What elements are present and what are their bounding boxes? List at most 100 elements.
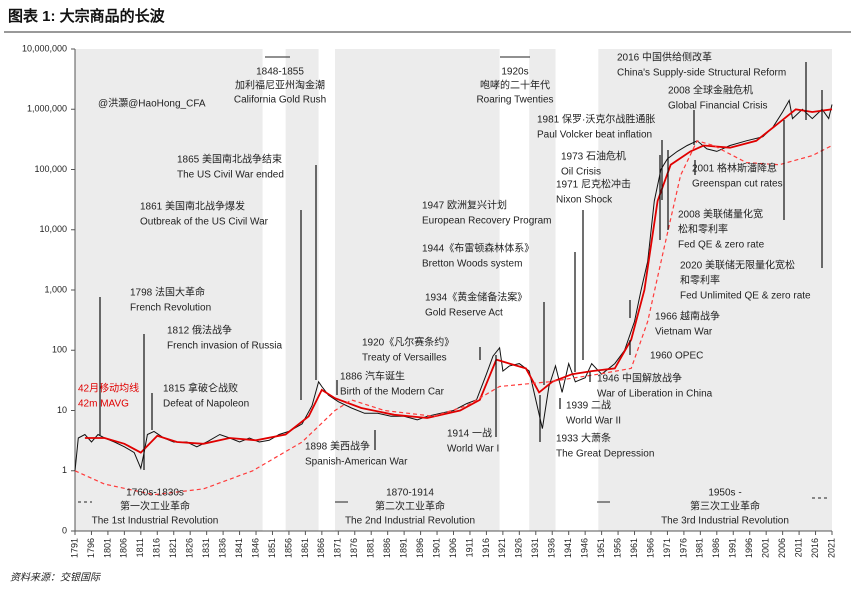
annotation: 1946 中国解放战争	[597, 372, 682, 385]
x-tick-label: 1806	[119, 538, 129, 558]
period-label: 咆哮的二十年代	[480, 79, 550, 92]
x-tick-label: 1871	[333, 538, 343, 558]
x-tick-label: 1841	[234, 538, 244, 558]
x-tick-label: 1921	[497, 538, 507, 558]
x-tick-label: 1896	[415, 538, 425, 558]
x-tick-label: 1791	[69, 538, 79, 558]
x-tick-label: 1796	[86, 538, 96, 558]
annotation: 1971 尼克松冲击	[556, 178, 631, 191]
annotation: 1920《凡尔赛条约》	[362, 336, 454, 349]
period-label: 第三次工业革命	[690, 500, 760, 513]
annotation: 1966 越南战争	[655, 310, 720, 323]
x-tick-label: 1966	[645, 538, 655, 558]
period-label: Roaring Twenties	[476, 95, 553, 106]
annotation: Paul Volcker beat inflation	[537, 130, 652, 141]
shaded-period	[529, 49, 556, 531]
period-label: The 2nd Industrial Revolution	[345, 516, 475, 527]
shaded-period	[335, 49, 500, 531]
x-tick-label: 1936	[547, 538, 557, 558]
annotation: 1914 一战	[447, 428, 492, 440]
annotation: European Recovery Program	[422, 216, 552, 227]
y-tick-label: 1,000	[44, 284, 67, 294]
annotation: Fed Unlimited QE & zero rate	[680, 291, 811, 302]
y-tick-label: 100	[52, 345, 67, 355]
period-label: 第二次工业革命	[375, 500, 445, 513]
annotation: 1981 保罗·沃克尔战胜通胀	[537, 113, 655, 126]
x-tick-label: 1996	[744, 538, 754, 558]
annotation: 1947 欧洲复兴计划	[422, 199, 507, 212]
x-tick-label: 1856	[283, 538, 293, 558]
legend-label: 42月移动均线	[78, 382, 139, 395]
annotation: Greenspan cut rates	[692, 179, 783, 190]
x-tick-label: 1811	[135, 538, 145, 557]
y-tick-label: 1,000,000	[27, 104, 67, 114]
y-tick-label: 10,000	[39, 224, 67, 234]
x-tick-label: 1951	[596, 538, 606, 558]
period-label: 1870-1914	[386, 488, 434, 499]
x-tick-label: 1976	[678, 538, 688, 558]
x-tick-label: 1991	[728, 538, 738, 558]
x-tick-label: 1946	[580, 538, 590, 558]
x-tick-label: 2001	[761, 538, 771, 558]
period-label: 1950s -	[708, 488, 741, 499]
x-tick-label: 1986	[711, 538, 721, 558]
annotation: 1812 俄法战争	[167, 324, 232, 337]
annotation: 1865 美国南北战争结束	[177, 153, 282, 166]
x-tick-label: 1906	[448, 538, 458, 558]
annotation: 2001 格林斯潘降息	[692, 162, 777, 175]
x-tick-label: 1981	[695, 538, 705, 558]
x-tick-label: 1866	[316, 538, 326, 558]
annotation: Oil Crisis	[561, 167, 601, 178]
annotation: 1886 汽车诞生	[340, 370, 405, 383]
annotation: Bretton Woods system	[422, 259, 522, 270]
annotation: French Revolution	[130, 303, 211, 314]
annotation: War of Liberation in China	[597, 389, 713, 400]
annotation: Defeat of Napoleon	[163, 399, 249, 410]
x-tick-label: 1861	[300, 538, 310, 558]
x-tick-label: 1821	[168, 538, 178, 558]
period-label: 1760s-1830s	[126, 488, 184, 499]
period-label: 加利福尼亚州淘金潮	[235, 79, 325, 92]
annotation: The Great Depression	[556, 449, 654, 460]
annotation: 1960 OPEC	[650, 351, 703, 362]
shaded-period	[285, 49, 319, 531]
x-tick-label: 1801	[102, 538, 112, 558]
annotation: French invasion of Russia	[167, 341, 282, 352]
annotation: Birth of the Modern Car	[340, 387, 445, 398]
annotation: Fed QE & zero rate	[678, 240, 765, 251]
y-tick-label: 1	[62, 465, 67, 475]
y-tick-label: 10,000,000	[22, 43, 67, 53]
annotation: World War II	[566, 416, 621, 427]
annotation: Gold Reserve Act	[425, 308, 503, 319]
annotation: 2020 美联储无限量化宽松	[680, 259, 795, 272]
x-tick-label: 1916	[481, 538, 491, 558]
x-tick-label: 2016	[810, 538, 820, 558]
x-tick-label: 1831	[201, 538, 211, 558]
annotation: 1933 大萧条	[556, 432, 611, 445]
annotation: Global Financial Crisis	[668, 101, 767, 112]
period-label: The 3rd Industrial Revolution	[661, 516, 789, 527]
period-label: 1920s	[501, 67, 528, 78]
shaded-period	[598, 49, 832, 531]
x-tick-label: 1876	[349, 538, 359, 558]
annotation: 1798 法国大革命	[130, 286, 205, 299]
x-tick-label: 1971	[662, 538, 672, 558]
annotation: World War I	[447, 444, 499, 455]
annotation: 1861 美国南北战争爆发	[140, 200, 245, 213]
x-tick-label: 2021	[826, 538, 836, 558]
x-tick-label: 1846	[250, 538, 260, 558]
x-tick-label: 1816	[152, 538, 162, 558]
x-tick-label: 1886	[382, 538, 392, 558]
x-tick-label: 1891	[399, 538, 409, 558]
annotation: 1939 二战	[566, 400, 611, 412]
legend-label: 42m MAVG	[78, 399, 129, 410]
series-line	[74, 140, 833, 496]
x-tick-label: 2011	[793, 538, 803, 557]
x-tick-label: 1961	[629, 538, 639, 558]
x-tick-label: 1911	[464, 538, 474, 557]
x-tick-label: 1956	[612, 538, 622, 558]
period-label: The 1st Industrial Revolution	[92, 516, 219, 527]
annotation: The US Civil War ended	[177, 170, 284, 181]
y-tick-label: 100,000	[34, 164, 67, 174]
period-label: 1848-1855	[256, 67, 304, 78]
